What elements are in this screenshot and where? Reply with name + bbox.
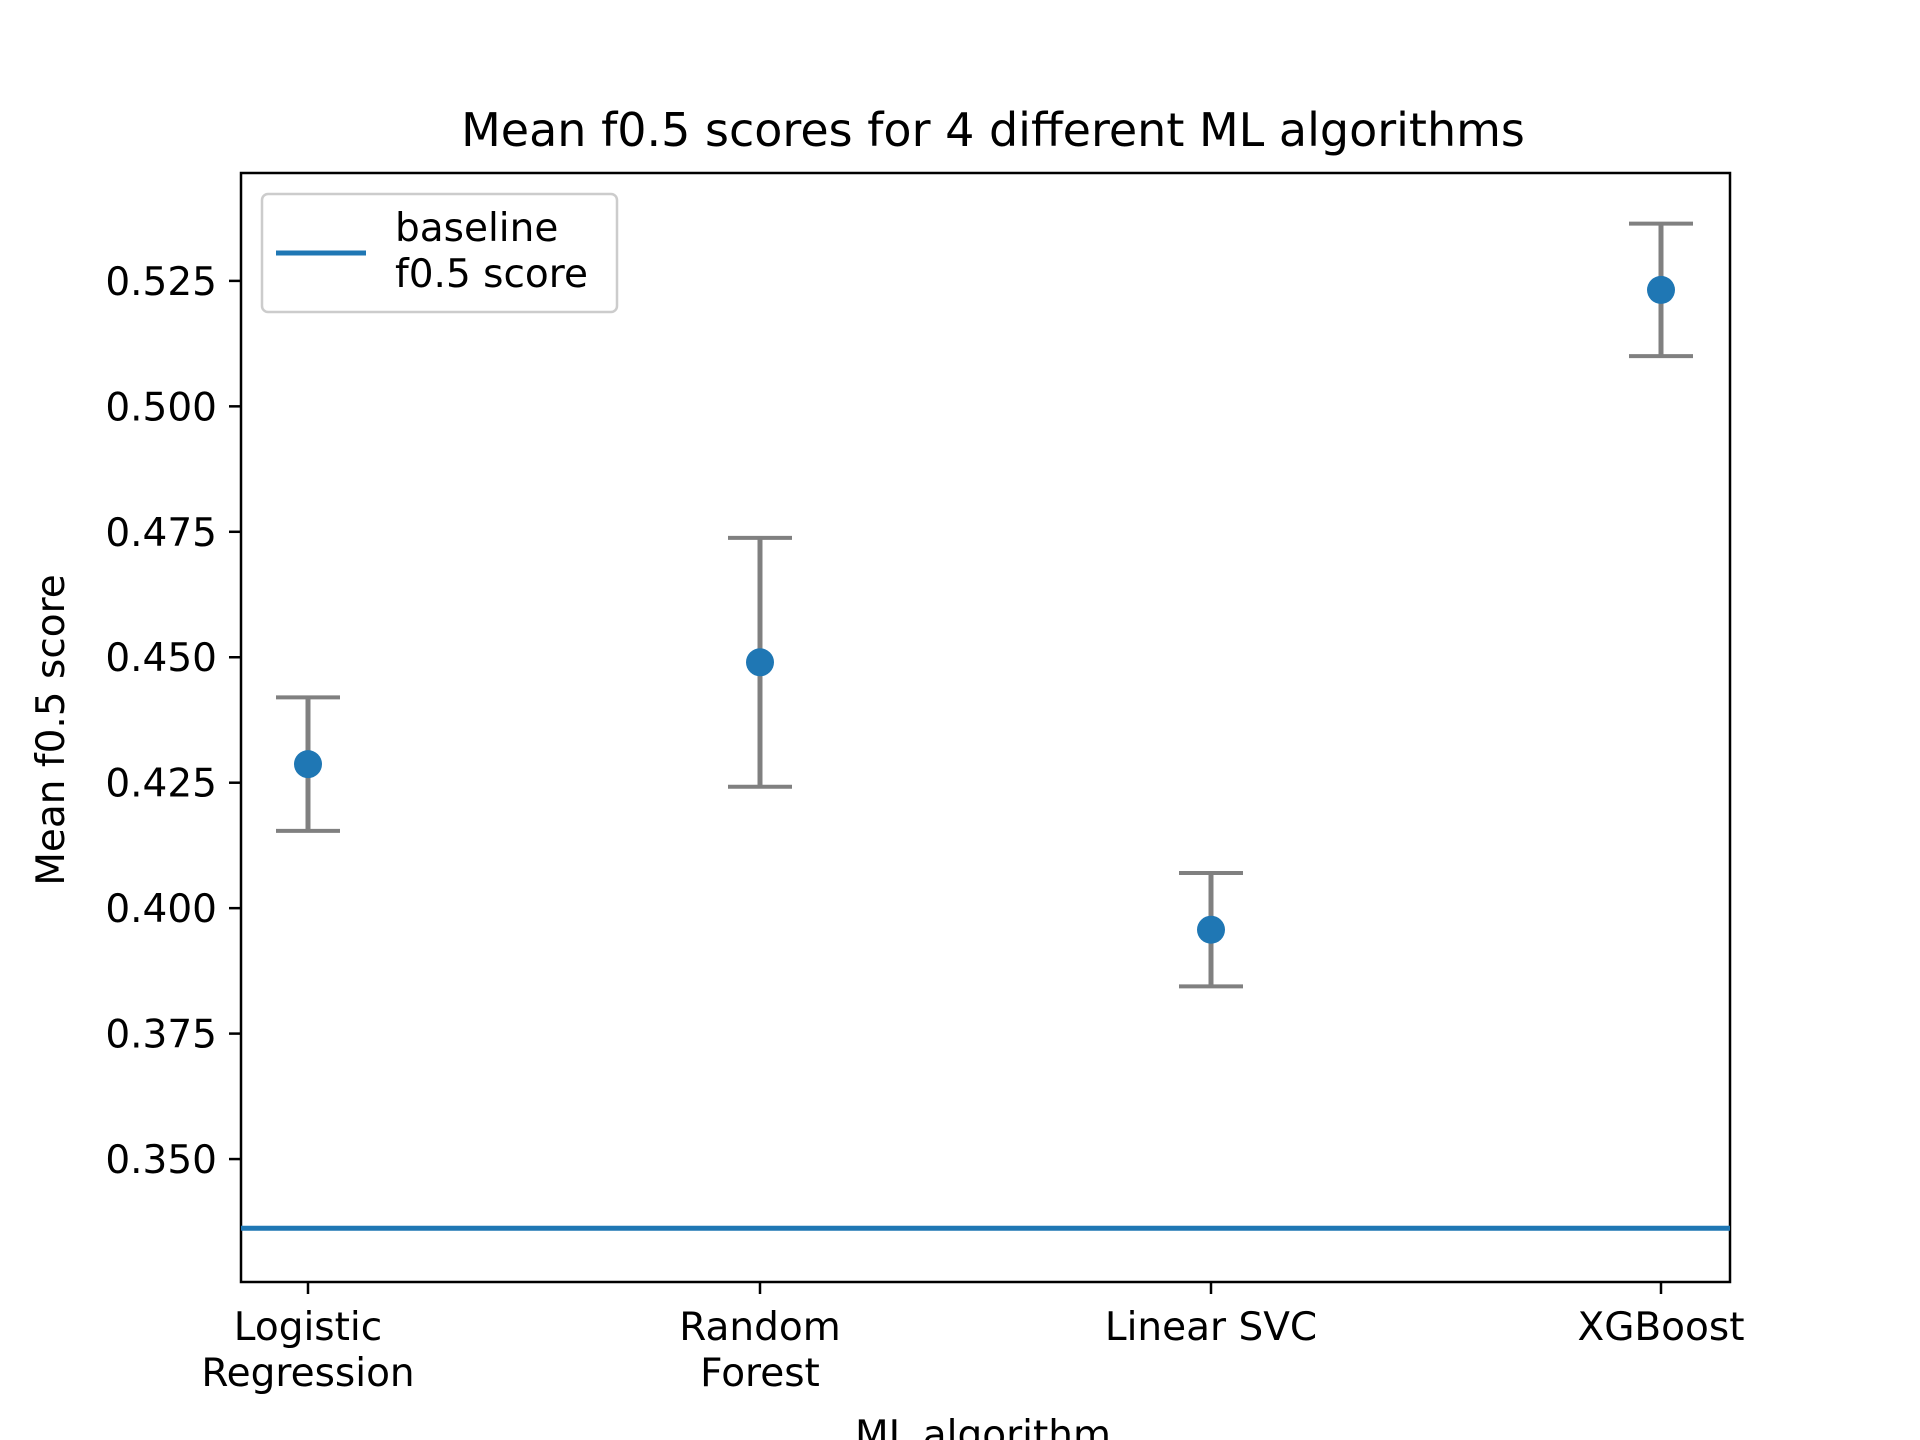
data-point (746, 648, 774, 677)
y-tick-label: 0.350 (105, 1138, 217, 1183)
x-tick-label: Regression (201, 1351, 414, 1396)
legend-label: baseline (395, 206, 558, 251)
x-tick-label: Linear SVC (1105, 1305, 1317, 1350)
x-tick-label: Forest (700, 1351, 820, 1396)
data-point (1197, 915, 1225, 944)
legend-box (260, 192, 619, 314)
y-tick-label: 0.400 (105, 887, 217, 932)
chart-title: Mean f0.5 scores for 4 different ML algo… (461, 103, 1525, 157)
y-tick-label: 0.425 (105, 762, 217, 807)
data-point (1647, 275, 1675, 304)
plot-frame (239, 171, 1732, 1284)
legend-label: f0.5 score (395, 252, 588, 297)
y-tick-label: 0.375 (105, 1013, 217, 1058)
y-tick-label: 0.500 (105, 385, 217, 430)
y-tick-label: 0.525 (105, 260, 217, 305)
plot-area: 0.350 0.375 0.400 0.425 0.450 0.475 0.500 0.525… (105, 171, 1745, 1396)
x-axis-label: ML algorithm (855, 1413, 1111, 1440)
y-tick-label: 0.450 (105, 636, 217, 681)
x-tick-label: Random (679, 1305, 840, 1350)
x-tick-label: Logistic (234, 1305, 382, 1350)
data-point (294, 750, 322, 779)
x-tick-label: XGBoost (1577, 1305, 1744, 1350)
y-axis-label: Mean f0.5 score (29, 574, 74, 886)
y-tick-label: 0.475 (105, 511, 217, 556)
